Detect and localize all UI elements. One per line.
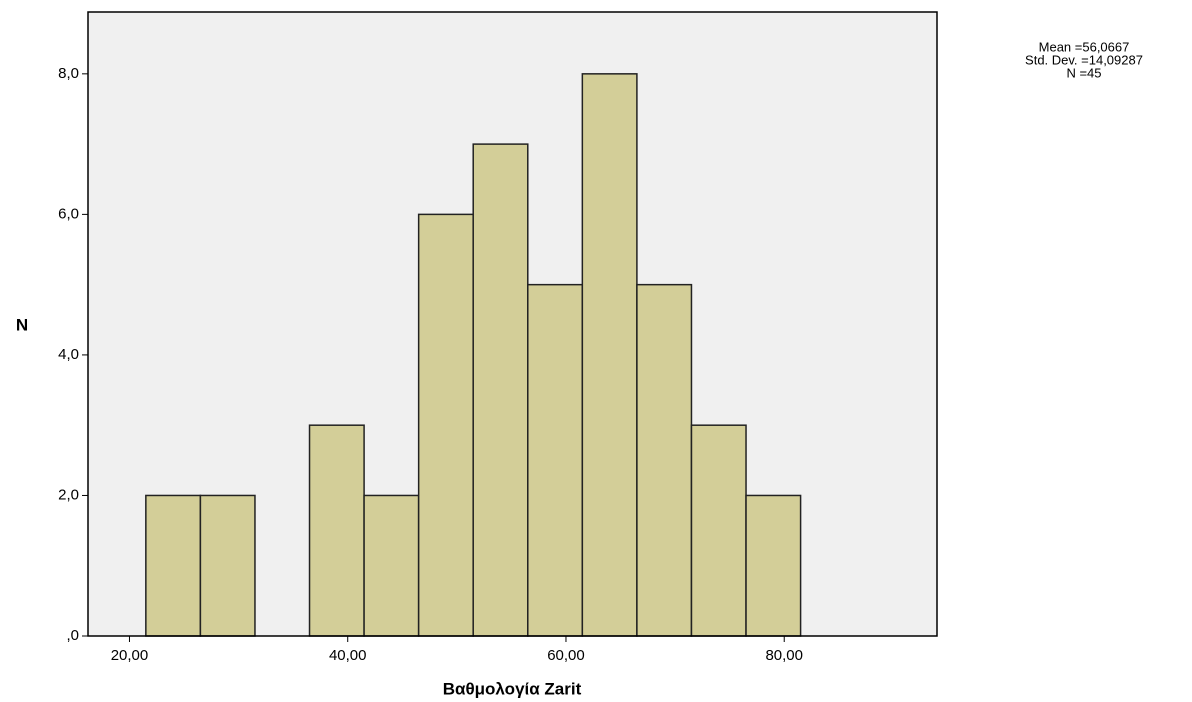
bar xyxy=(527,283,584,637)
y-axis-label: N xyxy=(16,315,28,334)
plot-frame xyxy=(87,11,938,637)
bar xyxy=(636,283,693,637)
y-tick-label: 8,0 xyxy=(58,65,79,82)
stat-annotation: N =45 xyxy=(1066,65,1101,80)
bar xyxy=(690,424,747,637)
bar xyxy=(363,494,420,637)
y-tick-label: 4,0 xyxy=(58,346,79,363)
y-tick-label: 2,0 xyxy=(58,486,79,503)
x-tick-label: 40,00 xyxy=(329,647,367,664)
x-tick-label: 80,00 xyxy=(765,647,803,664)
bar xyxy=(199,494,256,637)
bar xyxy=(145,494,202,637)
x-axis-label: Βαθμολογία Zarit xyxy=(443,679,582,698)
bar xyxy=(745,494,802,637)
bar xyxy=(308,424,365,637)
x-tick-label: 20,00 xyxy=(111,647,149,664)
bar xyxy=(417,213,474,637)
y-tick-label: ,0 xyxy=(66,627,79,644)
y-tick-label: 6,0 xyxy=(58,205,79,222)
bar xyxy=(472,143,529,637)
x-tick-label: 60,00 xyxy=(547,647,585,664)
stat-annotation: Mean =56,0667 xyxy=(1039,39,1130,54)
bar xyxy=(581,73,638,637)
stat-annotation: Std. Dev. =14,09287 xyxy=(1025,52,1143,67)
